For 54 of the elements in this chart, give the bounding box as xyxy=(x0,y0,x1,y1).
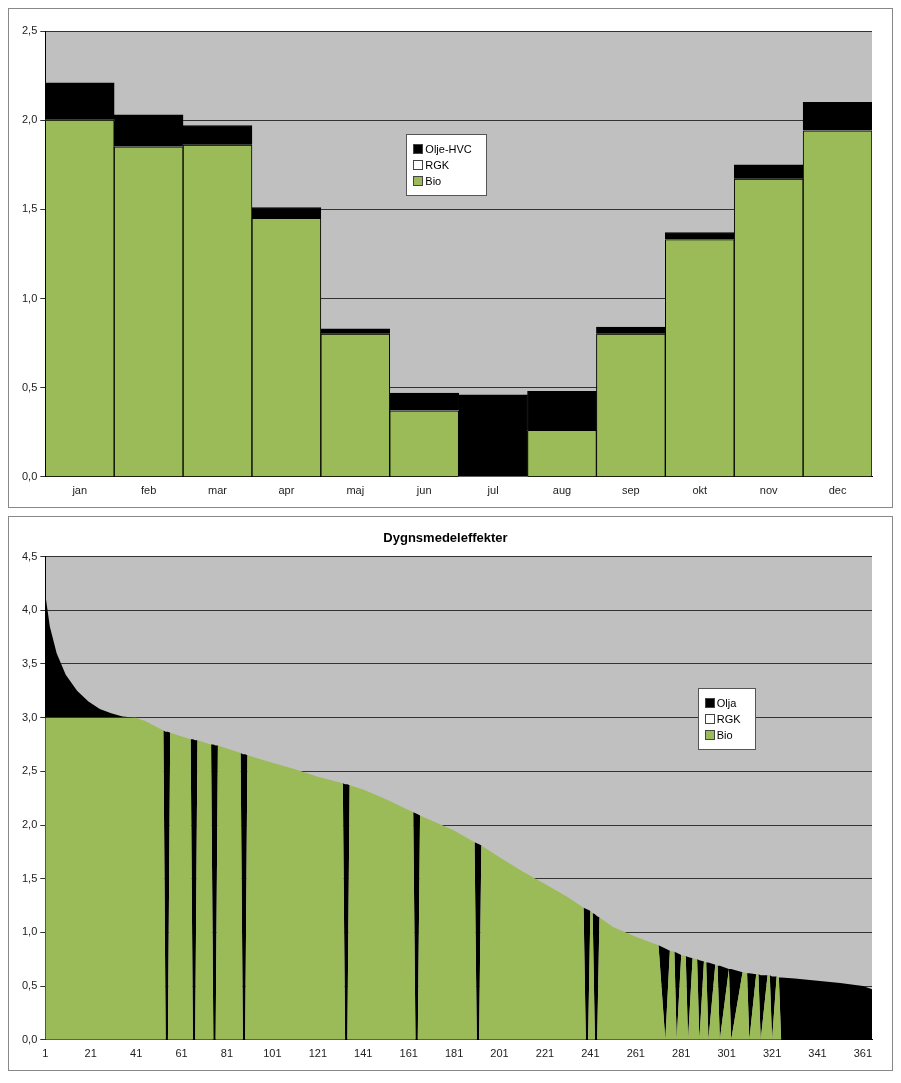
x-tick-label: 341 xyxy=(808,1047,827,1060)
x-tick-label: 201 xyxy=(490,1047,509,1060)
y-tick-label: 4,0 xyxy=(21,603,38,616)
x-tick-label: jun xyxy=(415,484,432,497)
y-tick-label: 0,0 xyxy=(21,469,38,482)
legend-label: Olja xyxy=(716,697,737,710)
x-tick-label: 21 xyxy=(84,1047,97,1060)
y-tick-label: 2,0 xyxy=(21,818,38,831)
x-tick-label: mar xyxy=(208,484,228,497)
x-tick-label: feb xyxy=(140,484,157,497)
y-tick-label: 2,5 xyxy=(21,764,38,777)
y-tick-label: 1,0 xyxy=(21,925,38,938)
x-tick-label: 221 xyxy=(535,1047,555,1060)
y-tick-label: 2,5 xyxy=(21,24,38,37)
x-tick-label: jan xyxy=(71,484,88,497)
x-tick-label: sep xyxy=(622,484,640,497)
x-tick-label: dec xyxy=(828,484,847,497)
x-tick-label: okt xyxy=(692,484,708,497)
x-tick-label: 41 xyxy=(130,1047,143,1060)
legend-label: Olje-HVC xyxy=(425,142,472,155)
x-tick-label: 61 xyxy=(175,1047,188,1060)
y-tick-label: 3,5 xyxy=(21,657,38,670)
x-tick-label: 181 xyxy=(444,1047,464,1060)
x-tick-label: 301 xyxy=(717,1047,736,1060)
y-tick-label: 0,5 xyxy=(21,380,38,393)
legend-label: Bio xyxy=(425,174,442,187)
legend-label: RGK xyxy=(716,713,741,726)
chart-title: Dygnsmedeleffekter xyxy=(383,530,508,546)
x-tick-label: 101 xyxy=(263,1047,282,1060)
y-tick-label: 1,5 xyxy=(21,202,38,215)
x-tick-label: 1 xyxy=(42,1047,49,1060)
y-tick-label: 1,0 xyxy=(21,291,38,304)
x-tick-label: aug xyxy=(552,484,572,497)
y-tick-label: 3,0 xyxy=(21,710,38,723)
x-tick-label: 121 xyxy=(308,1047,328,1060)
y-tick-label: 4,5 xyxy=(21,549,38,562)
x-tick-label: 261 xyxy=(626,1047,645,1060)
x-tick-label: 141 xyxy=(354,1047,373,1060)
x-tick-label: 321 xyxy=(762,1047,782,1060)
x-tick-label: nov xyxy=(759,484,779,497)
x-tick-label: 241 xyxy=(581,1047,600,1060)
y-tick-label: 1,5 xyxy=(21,871,38,884)
x-tick-label: jul xyxy=(486,484,499,497)
x-tick-label: 361 xyxy=(853,1047,873,1060)
legend-label: Bio xyxy=(716,729,733,742)
x-tick-label: apr xyxy=(278,484,295,497)
x-tick-label: 81 xyxy=(220,1047,234,1060)
x-tick-label: 161 xyxy=(399,1047,418,1060)
y-tick-label: 0,5 xyxy=(21,979,38,992)
y-tick-label: 0,0 xyxy=(21,1032,38,1045)
legend-label: RGK xyxy=(425,158,450,171)
x-tick-label: 281 xyxy=(672,1047,691,1060)
y-tick-label: 2,0 xyxy=(21,113,38,126)
x-tick-label: maj xyxy=(346,484,365,497)
